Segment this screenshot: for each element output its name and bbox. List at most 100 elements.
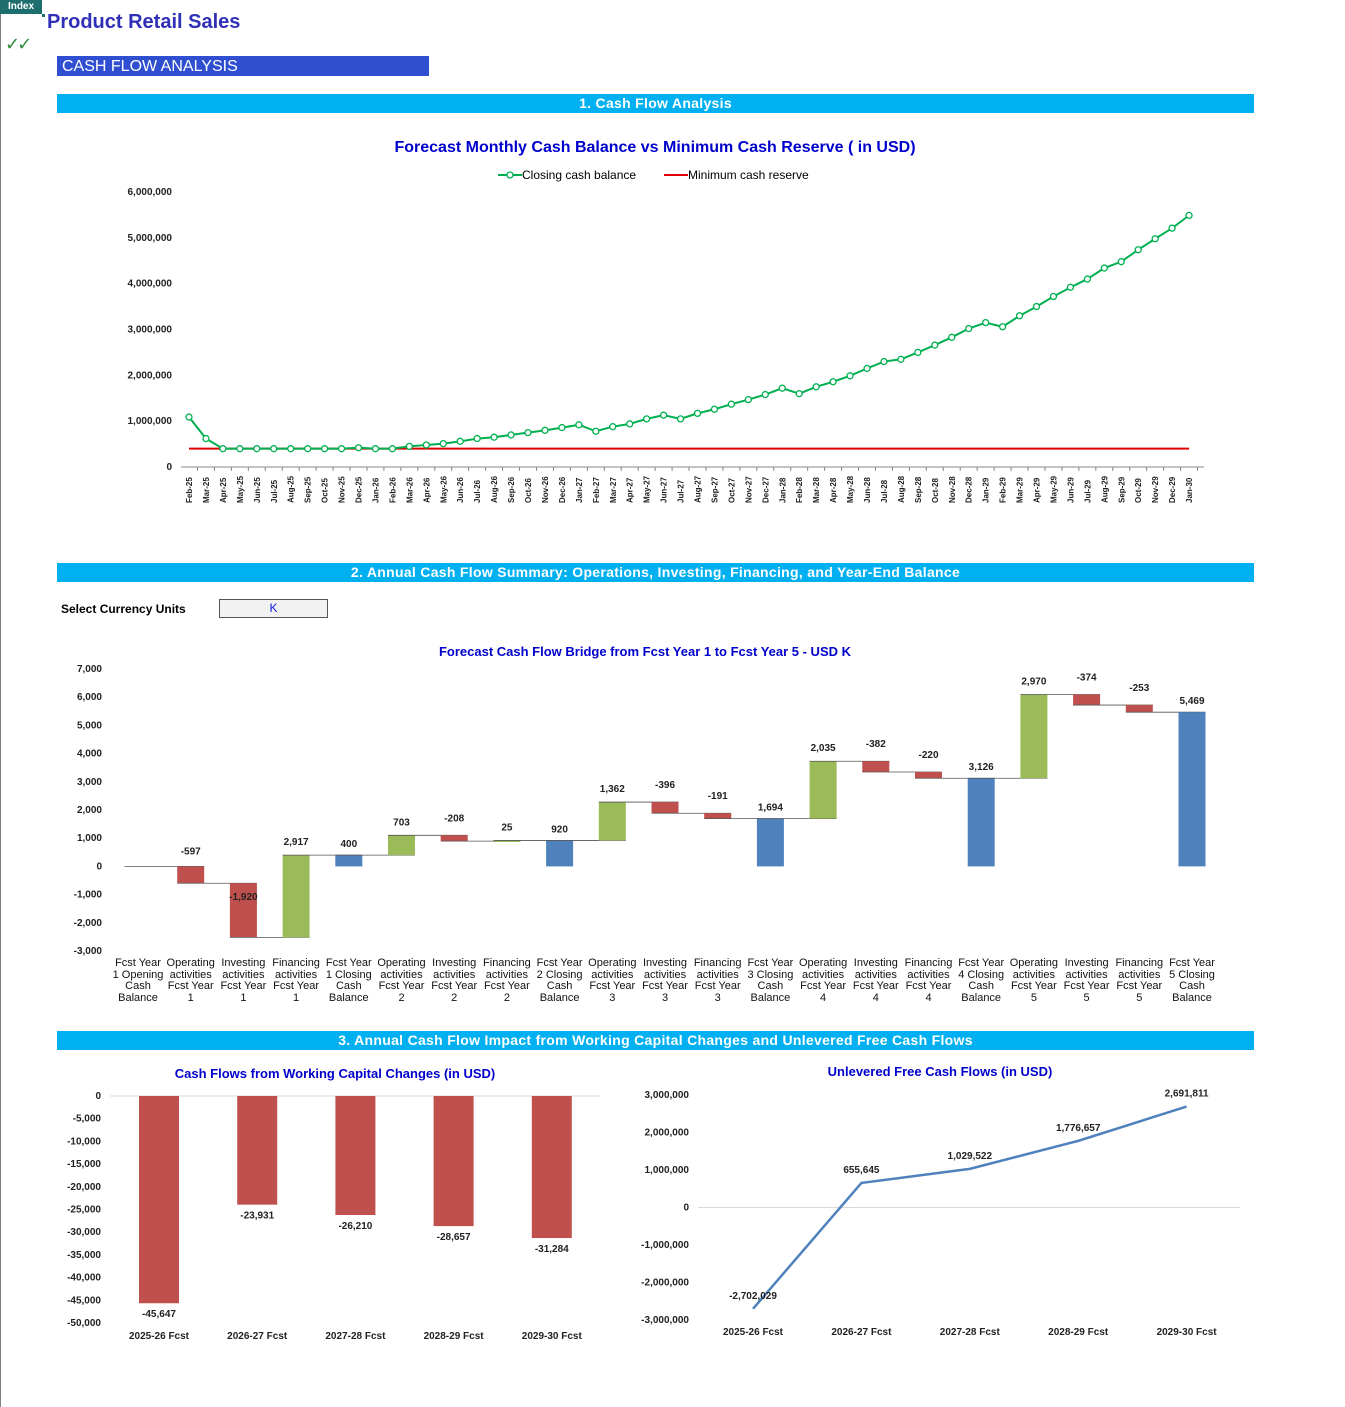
y-tick-label: -15,000 (67, 1159, 101, 1170)
x-tick-label: Feb-26 (388, 477, 397, 503)
category-label: Investing activities Fcst Year 1 (220, 957, 267, 1004)
closing-cash-point (320, 445, 329, 453)
category-label: Fcst Year 2 Closing Cash Balance (536, 957, 583, 1004)
closing-cash-point (761, 390, 769, 399)
data-label: 2,691,811 (1165, 1089, 1209, 1100)
index-button[interactable]: Index (0, 0, 45, 17)
data-label: 1,776,657 (1056, 1123, 1101, 1134)
x-tick-label: Jan-29 (982, 477, 991, 503)
x-tick-label: Aug-29 (1100, 475, 1109, 503)
closing-cash-point (931, 341, 939, 349)
x-tick-label: May-29 (1049, 475, 1058, 503)
x-tick-label: Jul-26 (473, 479, 482, 503)
y-tick-label: 5,000 (77, 720, 102, 731)
x-tick-label: Dec-26 (558, 476, 567, 503)
y-tick-label: -20,000 (67, 1182, 101, 1193)
category-label: Fcst Year 5 Closing Cash Balance (1169, 957, 1215, 1004)
wc-bar (531, 1096, 572, 1239)
data-label: 5,469 (1179, 696, 1204, 707)
closing-cash-point (1134, 246, 1142, 254)
waterfall-bar (388, 835, 415, 856)
data-label: -26,210 (338, 1221, 372, 1232)
x-tick-label: Oct-26 (524, 478, 533, 503)
data-label: -2,702,029 (729, 1291, 777, 1302)
x-tick-label: 2028-29 Fcst (1048, 1327, 1109, 1338)
waterfall-bar (177, 866, 205, 884)
data-label: -396 (655, 780, 675, 791)
closing-cash-point (727, 400, 736, 408)
x-tick-label: Jun-27 (660, 477, 669, 503)
waterfall-bar (440, 835, 468, 842)
data-label: 400 (340, 839, 357, 850)
x-tick-label: Sep-26 (507, 476, 516, 503)
y-tick-label: 6,000 (77, 692, 102, 703)
y-tick-label: -3,000 (74, 946, 103, 957)
closing-cash-point (185, 413, 193, 421)
y-tick-label: 2,000,000 (645, 1128, 690, 1139)
y-tick-label: 3,000,000 (645, 1090, 690, 1101)
closing-cash-point (1083, 275, 1091, 283)
x-tick-label: May-28 (846, 475, 855, 503)
closing-cash-point (998, 323, 1007, 331)
y-tick-label: -3,000,000 (641, 1315, 689, 1326)
category-label: Investing activities Fcst Year 3 (642, 957, 688, 1004)
data-label: 1,029,522 (948, 1151, 993, 1162)
waterfall-bar (756, 818, 784, 867)
y-tick-label: -40,000 (67, 1273, 101, 1284)
closing-cash-point (541, 426, 549, 434)
currency-units-select[interactable]: K (219, 599, 328, 618)
category-label: Financing activities Fcst Year 2 (483, 957, 531, 1004)
y-tick-label: -5,000 (73, 1114, 102, 1125)
category-label: Investing activities Fcst Year 5 (1063, 957, 1110, 1004)
closing-cash-point (948, 333, 956, 341)
data-label: 703 (393, 817, 410, 828)
chart1-legend-minimum: Minimum cash reserve (664, 168, 809, 182)
x-tick-label: Jul-29 (1083, 479, 1092, 503)
category-label: Operating activities Fcst Year 5 (1009, 957, 1059, 1004)
category-label: Fcst Year 1 Opening Cash Balance (112, 957, 164, 1004)
closing-cash-point (1066, 283, 1075, 291)
closing-cash-point (354, 444, 363, 452)
checkmark-icon: ✓✓ (5, 34, 32, 54)
closing-cash-point (609, 423, 617, 431)
x-tick-label: Apr-27 (626, 477, 635, 503)
data-label: -31,284 (535, 1244, 569, 1255)
x-tick-label: Jan-26 (371, 477, 380, 503)
x-tick-label: Jun-26 (456, 477, 465, 503)
x-tick-label: 2029-30 Fcst (522, 1331, 583, 1342)
wc-bar (139, 1096, 179, 1304)
category-label: Operating activities Fcst Year 3 (588, 957, 637, 1004)
y-tick-label: -10,000 (67, 1136, 101, 1147)
x-tick-label: 2025-26 Fcst (723, 1327, 784, 1338)
closing-cash-point (303, 445, 312, 453)
closing-cash-point (405, 442, 414, 451)
closing-cash-point (507, 431, 515, 439)
data-label: 655,645 (843, 1165, 880, 1176)
category-label: Financing activities Fcst Year 4 (904, 957, 953, 1004)
x-tick-label: Nov-26 (541, 476, 550, 503)
x-tick-label: Dec-25 (355, 476, 364, 503)
y-tick-label: 4,000,000 (128, 279, 173, 290)
x-tick-label: Oct-29 (1134, 478, 1143, 503)
waterfall-bar (1020, 694, 1048, 779)
x-tick-label: Aug-28 (897, 475, 906, 503)
x-tick-label: Mar-27 (609, 477, 618, 503)
x-tick-label: Oct-28 (931, 478, 940, 503)
left-border (0, 14, 1, 1407)
x-tick-label: Sep-29 (1117, 476, 1126, 503)
data-label: -23,931 (240, 1211, 274, 1222)
closing-cash-point (1100, 264, 1108, 272)
closing-cash-point (236, 445, 244, 453)
closing-cash-point (659, 411, 668, 419)
closing-cash-point (795, 390, 803, 398)
waterfall-bar (598, 802, 626, 841)
closing-cash-point (439, 439, 447, 448)
x-tick-label: Jan-28 (778, 477, 787, 503)
x-tick-label: Mar-28 (812, 477, 821, 503)
waterfall-bar (967, 778, 995, 867)
y-tick-label: 0 (683, 1203, 689, 1214)
y-tick-label: -45,000 (67, 1295, 101, 1306)
chart1-legend-closing: Closing cash balance (498, 168, 636, 182)
